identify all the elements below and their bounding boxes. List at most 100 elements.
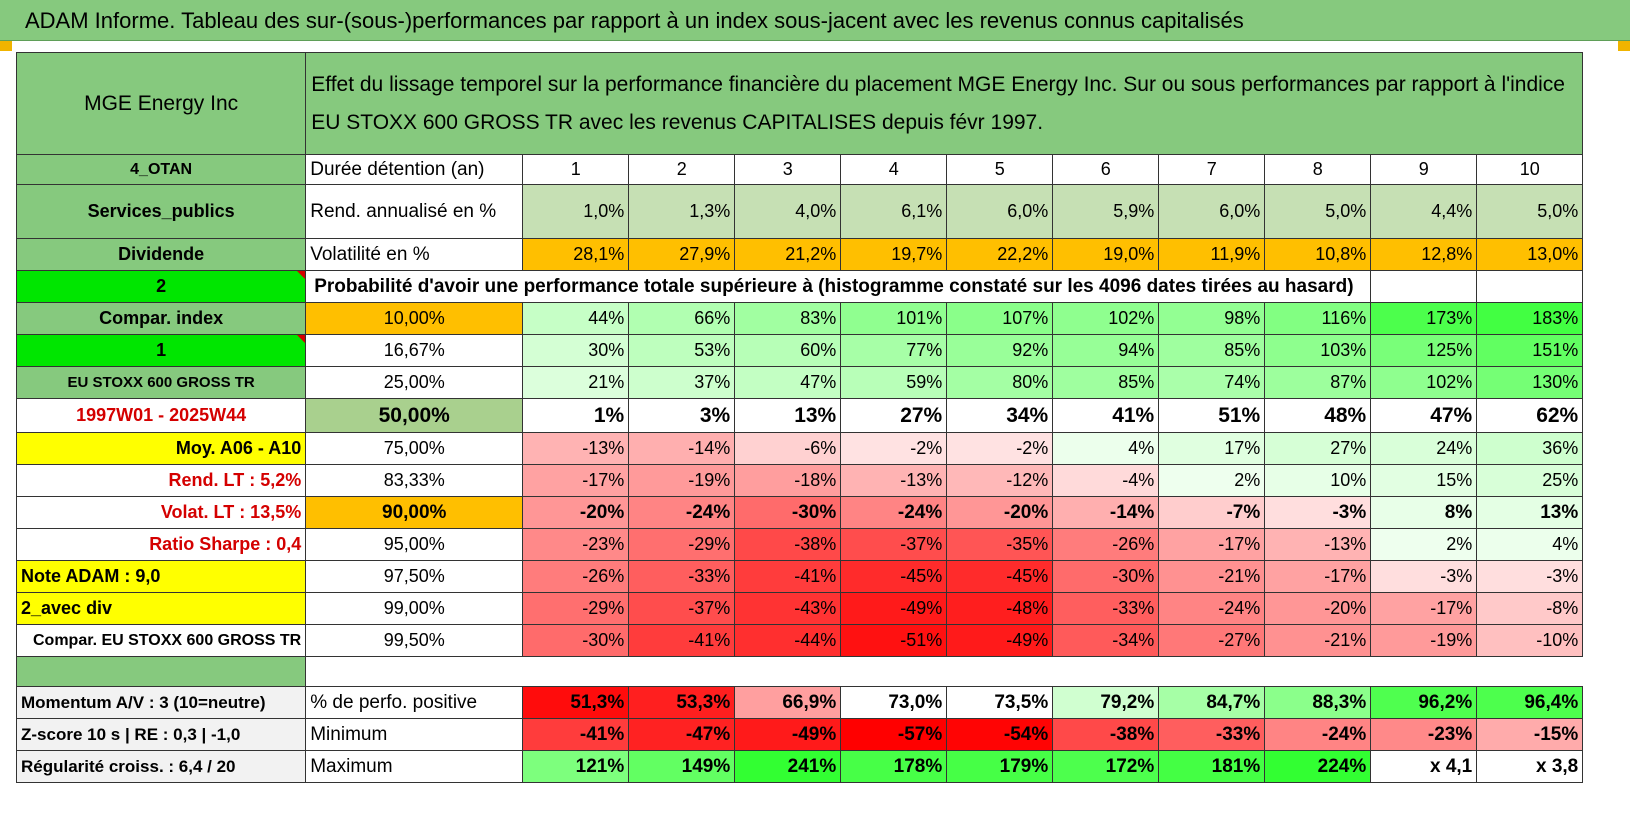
- stats-value: -38%: [1052, 718, 1160, 751]
- probability-value: -38%: [734, 528, 842, 561]
- probability-value: 51%: [1158, 398, 1266, 433]
- percentile-value: 83,33%: [305, 464, 524, 497]
- probability-row: Note ADAM : 9,0 97,50% -26% -33% -41% -45% -45…: [15, 560, 1584, 593]
- probability-value: -13%: [840, 464, 948, 497]
- stats-value: -54%: [946, 718, 1054, 751]
- probability-value: 25%: [1476, 464, 1584, 497]
- probability-value: -2%: [946, 432, 1054, 465]
- stats-left-label: Régularité croiss. : 6,4 / 20: [15, 750, 307, 783]
- return-value: 5,0%: [1476, 184, 1584, 239]
- probability-value: -17%: [522, 464, 630, 497]
- probability-value: 102%: [1052, 302, 1160, 335]
- probability-row: Compar. index 10,00% 44% 66% 83% 101% 107% 102%…: [15, 302, 1584, 335]
- probability-value: -30%: [734, 496, 842, 529]
- probability-value: 17%: [1158, 432, 1266, 465]
- probability-value: 107%: [946, 302, 1054, 335]
- probability-row: EU STOXX 600 GROSS TR 25,00% 21% 37% 47% 59% 8…: [15, 366, 1584, 399]
- probability-value: -41%: [628, 624, 736, 657]
- probability-value: -29%: [522, 592, 630, 625]
- probability-row: Moy. A06 - A10 75,00% -13% -14% -6% -2% -2% 4% 1…: [15, 432, 1584, 465]
- company-name: MGE Energy Inc: [15, 52, 307, 155]
- probability-value: 102%: [1370, 366, 1478, 399]
- probability-value: -44%: [734, 624, 842, 657]
- probability-value: 47%: [734, 366, 842, 399]
- spacer-blank: [306, 657, 1583, 687]
- return-value: 4,4%: [1370, 184, 1478, 239]
- probability-value: -7%: [1158, 496, 1266, 529]
- stats-left-label: Momentum A/V : 3 (10=neutre): [15, 686, 307, 719]
- probability-value: 8%: [1370, 496, 1478, 529]
- stats-label: % de perfo. positive: [305, 686, 524, 719]
- probability-value: 183%: [1476, 302, 1584, 335]
- stats-value: x 4,1: [1370, 750, 1478, 783]
- stats-value: 181%: [1158, 750, 1266, 783]
- probability-value: -14%: [628, 432, 736, 465]
- percentile-value: 25,00%: [305, 366, 524, 399]
- probability-value: -30%: [1052, 560, 1160, 593]
- probability-value: -49%: [946, 624, 1054, 657]
- performance-table: MGE Energy Inc Effet du lissage temporel …: [15, 52, 1584, 783]
- probability-value: -18%: [734, 464, 842, 497]
- probability-value: 21%: [522, 366, 630, 399]
- probability-value: 13%: [1476, 496, 1584, 529]
- probability-value: -24%: [628, 496, 736, 529]
- stats-label: Minimum: [305, 718, 524, 751]
- probability-value: -3%: [1264, 496, 1372, 529]
- row-left-label: Rend. LT : 5,2%: [15, 464, 307, 497]
- return-value: 5,0%: [1264, 184, 1372, 239]
- return-label: Rend. annualisé en %: [305, 184, 524, 239]
- return-value: 4,0%: [734, 184, 842, 239]
- probability-value: -26%: [1052, 528, 1160, 561]
- report-title: ADAM Informe. Tableau des sur-(sous-)per…: [0, 0, 1630, 41]
- probability-value: 37%: [628, 366, 736, 399]
- probability-value: 3%: [628, 398, 736, 433]
- stats-value: 241%: [734, 750, 842, 783]
- probability-value: 83%: [734, 302, 842, 335]
- duration-row: 4_OTAN Durée détention (an) 1 2 3 4 5 6 7 8 9 10: [15, 154, 1584, 185]
- duration-value: 5: [946, 154, 1054, 185]
- probability-value: 48%: [1264, 398, 1372, 433]
- left-label-2: 2: [15, 270, 307, 303]
- stats-value: -41%: [522, 718, 630, 751]
- duration-value: 8: [1264, 154, 1372, 185]
- probability-value: 30%: [522, 334, 630, 367]
- duration-value: 1: [522, 154, 630, 185]
- header-row: MGE Energy Inc Effet du lissage temporel …: [15, 52, 1584, 155]
- probability-value: 4%: [1476, 528, 1584, 561]
- probability-value: -30%: [522, 624, 630, 657]
- stats-value: -47%: [628, 718, 736, 751]
- probability-row: 1997W01 - 2025W44 50,00% 1% 3% 13% 27% 34% 41% 5…: [15, 398, 1584, 433]
- probability-value: -10%: [1476, 624, 1584, 657]
- stats-value: -33%: [1158, 718, 1266, 751]
- volatility-value: 19,0%: [1052, 238, 1160, 271]
- row-left-label: Note ADAM : 9,0: [15, 560, 307, 593]
- row-left-label: Ratio Sharpe : 0,4: [15, 528, 307, 561]
- probability-row: Volat. LT : 13,5% 90,00% -20% -24% -30% -24% -…: [15, 496, 1584, 529]
- left-label-otan: 4_OTAN: [15, 154, 307, 185]
- probability-value: 41%: [1052, 398, 1160, 433]
- probability-row: Rend. LT : 5,2% 83,33% -17% -19% -18% -13% -12…: [15, 464, 1584, 497]
- volatility-value: 27,9%: [628, 238, 736, 271]
- stats-value: 96,2%: [1370, 686, 1478, 719]
- probability-value: 15%: [1370, 464, 1478, 497]
- probability-value: 66%: [628, 302, 736, 335]
- probability-value: 85%: [1158, 334, 1266, 367]
- row-left-label: Compar. index: [15, 302, 307, 335]
- stats-label: Maximum: [305, 750, 524, 783]
- probability-value: -23%: [522, 528, 630, 561]
- probability-value: -24%: [840, 496, 948, 529]
- stats-value: 73,5%: [946, 686, 1054, 719]
- volatility-value: 13,0%: [1476, 238, 1584, 271]
- probability-header: Probabilité d'avoir une performance tota…: [305, 270, 1372, 303]
- probability-value: -41%: [734, 560, 842, 593]
- volatility-value: 10,8%: [1264, 238, 1372, 271]
- row-left-label: 1997W01 - 2025W44: [15, 398, 307, 433]
- stats-value: 84,7%: [1158, 686, 1266, 719]
- probability-value: -19%: [628, 464, 736, 497]
- probability-value: 92%: [946, 334, 1054, 367]
- probability-value: 10%: [1264, 464, 1372, 497]
- row-left-label: Moy. A06 - A10: [15, 432, 307, 465]
- probability-value: -19%: [1370, 624, 1478, 657]
- probability-value: -13%: [1264, 528, 1372, 561]
- percentile-value: 16,67%: [305, 334, 524, 367]
